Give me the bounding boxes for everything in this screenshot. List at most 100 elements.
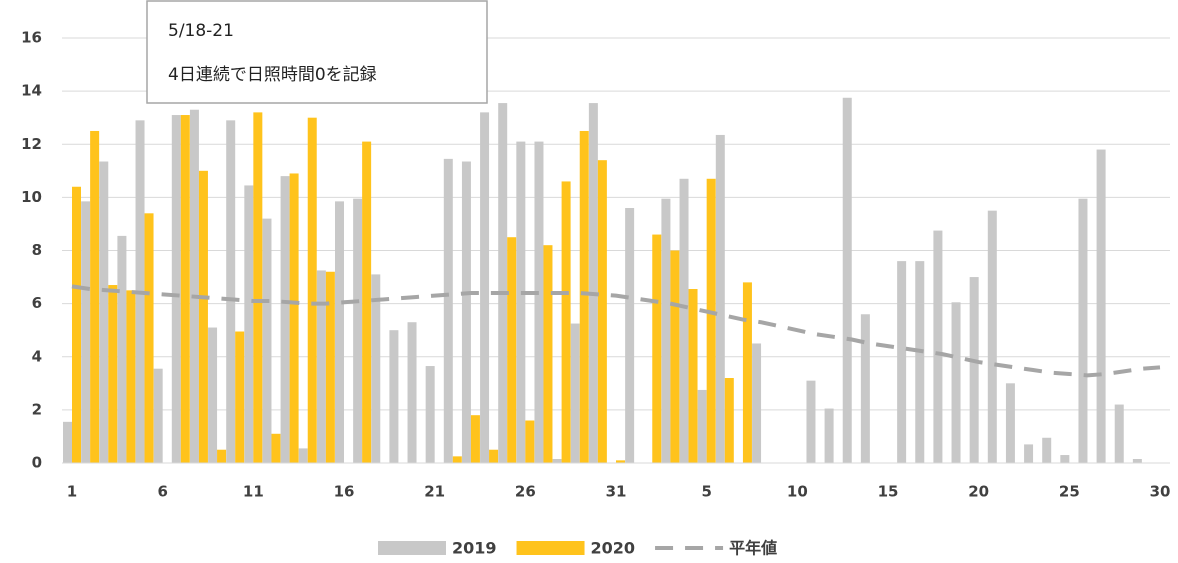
bar	[99, 161, 109, 463]
bar	[652, 234, 662, 463]
bar	[316, 270, 326, 463]
bar	[198, 170, 208, 463]
bar	[842, 97, 852, 463]
bar	[335, 201, 344, 463]
bar	[353, 198, 363, 463]
bar	[616, 460, 625, 463]
x-tick-label: 31	[606, 483, 627, 501]
bar	[362, 141, 372, 463]
annotation-text: 5/18-21	[168, 21, 234, 41]
bar	[516, 141, 526, 463]
bar	[235, 331, 245, 463]
bar	[534, 141, 544, 463]
bar	[987, 210, 997, 463]
bar	[307, 117, 317, 463]
bar	[126, 290, 136, 463]
x-tick-label: 1	[67, 483, 77, 501]
bar	[588, 103, 598, 463]
bar	[625, 208, 635, 463]
bar	[561, 181, 571, 463]
bar	[1042, 437, 1052, 463]
bar	[461, 161, 471, 463]
bar	[597, 160, 607, 463]
bar	[425, 366, 435, 463]
bar	[253, 112, 263, 463]
bar	[489, 449, 499, 463]
bar	[661, 198, 671, 463]
bar	[117, 235, 127, 463]
y-tick-label: 12	[21, 135, 42, 153]
bar	[525, 420, 535, 463]
bar	[860, 314, 870, 463]
bar	[543, 245, 553, 463]
bar	[244, 185, 254, 463]
bar	[670, 250, 680, 463]
bar	[688, 289, 698, 463]
y-tick-label: 10	[21, 188, 42, 206]
bar	[72, 186, 81, 463]
bar	[724, 378, 734, 463]
bar	[217, 449, 227, 463]
x-tick-label: 5	[701, 483, 711, 501]
bar	[951, 302, 961, 463]
bar	[697, 389, 707, 463]
bar	[298, 448, 308, 463]
bar	[81, 201, 91, 463]
bar	[407, 322, 417, 463]
bar	[452, 456, 462, 463]
bar	[806, 380, 816, 463]
y-tick-label: 4	[32, 347, 42, 365]
x-tick-label: 20	[968, 483, 989, 501]
bar	[1132, 459, 1142, 463]
bar	[271, 433, 281, 463]
legend-label: 平年値	[729, 539, 777, 558]
x-tick-label: 10	[787, 483, 808, 501]
y-tick-label: 8	[32, 241, 42, 259]
y-tick-label: 6	[32, 294, 42, 312]
bar	[742, 282, 752, 463]
average-line	[71, 284, 1161, 378]
bar	[1005, 383, 1015, 463]
x-tick-label: 26	[515, 483, 536, 501]
x-tick-label: 6	[157, 483, 167, 501]
bar	[752, 343, 762, 463]
legend-label: 2020	[591, 539, 636, 558]
x-tick-label: 11	[243, 483, 264, 501]
bar	[1078, 198, 1088, 463]
bar	[208, 327, 218, 463]
bar	[280, 176, 290, 463]
bar	[262, 218, 272, 463]
bar	[715, 134, 725, 463]
bar	[824, 408, 834, 463]
bar	[1096, 149, 1106, 463]
bar	[108, 285, 118, 463]
y-tick-label: 0	[32, 454, 42, 472]
bar	[90, 130, 100, 463]
bar	[480, 112, 490, 463]
x-tick-label: 21	[424, 483, 445, 501]
legend-label: 2019	[452, 539, 497, 558]
bar	[933, 230, 943, 463]
bar	[1114, 404, 1124, 463]
bar	[63, 421, 72, 463]
bar	[153, 368, 163, 463]
bar	[180, 115, 190, 463]
bar	[443, 158, 453, 463]
bar	[226, 120, 236, 463]
bar	[289, 173, 299, 463]
bar	[679, 178, 689, 463]
x-tick-label: 16	[334, 483, 355, 501]
bar	[144, 213, 154, 463]
bar	[389, 330, 399, 463]
bar	[470, 415, 480, 463]
bar	[171, 115, 181, 463]
x-tick-label: 25	[1059, 483, 1080, 501]
bar	[1024, 444, 1034, 463]
bar	[507, 237, 517, 463]
y-tick-label: 2	[32, 400, 42, 418]
annotation-text: 4日連続で日照時間0を記録	[168, 65, 377, 85]
bar	[579, 130, 589, 463]
x-tick-label: 15	[878, 483, 899, 501]
bar	[969, 277, 979, 463]
